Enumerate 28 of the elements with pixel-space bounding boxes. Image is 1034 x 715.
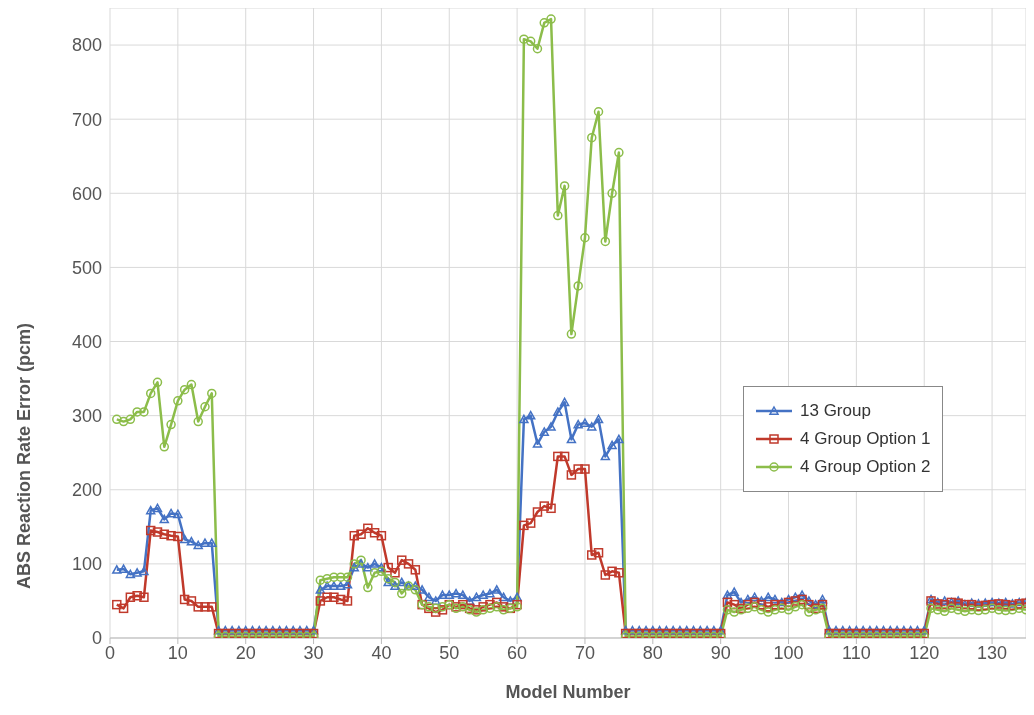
y-tick-label: 500 (71, 257, 102, 278)
y-tick-label: 100 (71, 554, 102, 575)
legend-label: 4 Group Option 1 (800, 429, 931, 449)
x-tick-label: 100 (773, 642, 804, 663)
y-tick-label: 800 (71, 35, 102, 56)
y-tick-label: 700 (71, 109, 102, 130)
y-tick-label: 0 (91, 628, 102, 649)
x-tick-label: 0 (104, 642, 116, 663)
x-tick-label: 130 (977, 642, 1008, 663)
legend-label: 4 Group Option 2 (800, 457, 931, 477)
x-tick-label: 60 (507, 642, 528, 663)
x-tick-label: 20 (235, 642, 256, 663)
y-tick-label: 600 (71, 183, 102, 204)
x-tick-label: 40 (371, 642, 392, 663)
x-tick-label: 10 (167, 642, 188, 663)
x-tick-label: 80 (642, 642, 663, 663)
y-tick-label: 300 (71, 406, 102, 427)
x-tick-label: 110 (842, 642, 871, 663)
x-tick-label: 90 (710, 642, 731, 663)
x-tick-label: 120 (909, 642, 940, 663)
x-tick-label: 70 (574, 642, 595, 663)
y-tick-label: 400 (71, 331, 102, 352)
y-axis-title: ABS Reaction Rate Error (pcm) (14, 323, 35, 590)
x-tick-label: 30 (303, 642, 324, 663)
x-tick-label: 50 (439, 642, 460, 663)
y-tick-label: 200 (71, 480, 102, 501)
x-axis-title: Model Number (505, 682, 631, 702)
legend-label: 13 Group (800, 401, 871, 421)
